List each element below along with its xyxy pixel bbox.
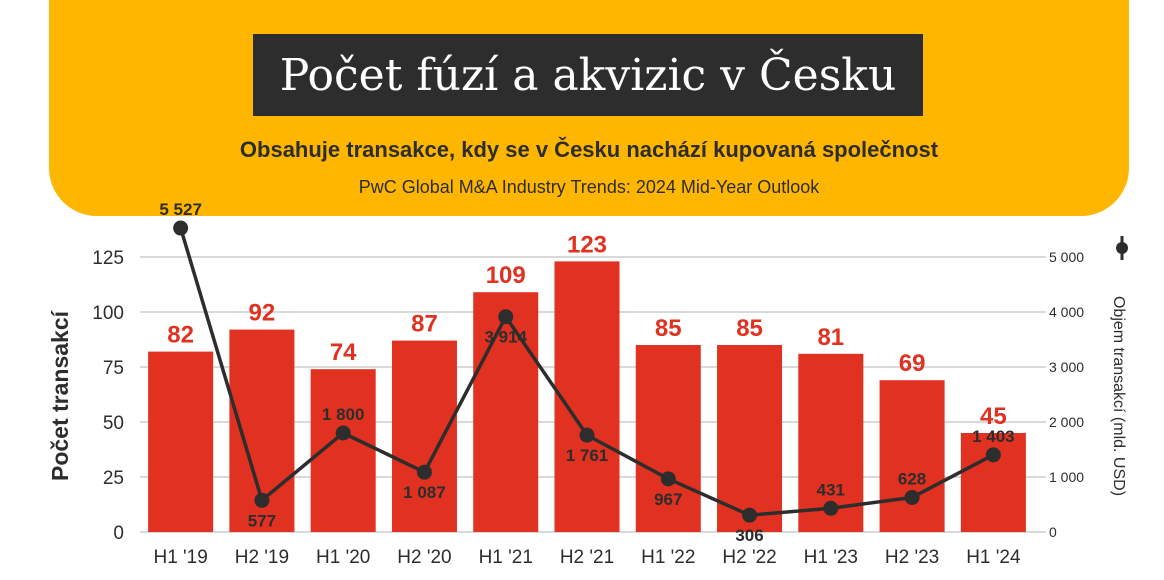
x-tick-label: H2 '20 xyxy=(397,547,451,568)
line-data-label: 1 761 xyxy=(566,446,609,465)
line-data-label: 3 914 xyxy=(484,328,527,347)
y2-axis-title: Objem transakcí (mld. USD) xyxy=(1110,296,1127,496)
line-data-label: 1 800 xyxy=(322,405,365,424)
y2-tick-label: 5 000 xyxy=(1049,249,1084,265)
x-tick-label: H2 '22 xyxy=(722,547,776,568)
line-data-label: 1 087 xyxy=(403,483,446,502)
line-point xyxy=(823,500,839,516)
line-point xyxy=(498,309,514,325)
bar-data-label: 92 xyxy=(249,300,276,327)
bar-data-label: 74 xyxy=(330,339,357,366)
bar xyxy=(148,351,214,532)
x-tick-label: H1 '19 xyxy=(153,547,207,568)
x-tick-label: H2 '21 xyxy=(560,547,614,568)
x-tick-label: H2 '23 xyxy=(885,547,939,568)
bar-data-label: 85 xyxy=(736,315,763,342)
line-data-label: 5 527 xyxy=(159,200,202,219)
line-point xyxy=(660,471,676,487)
x-tick-label: H1 '22 xyxy=(641,547,695,568)
line-point xyxy=(904,489,920,505)
bar-data-label: 85 xyxy=(655,315,682,342)
y-axis-title: Počet transakcí xyxy=(47,309,73,481)
line-point xyxy=(985,447,1001,463)
y-tick-label: 125 xyxy=(92,248,124,269)
y2-tick-label: 0 xyxy=(1049,524,1057,540)
x-tick-label: H1 '21 xyxy=(479,547,533,568)
line-point xyxy=(579,427,595,443)
bar-data-label: 81 xyxy=(817,324,844,351)
bar-data-label: 87 xyxy=(411,311,438,338)
line-point xyxy=(742,507,758,523)
title-box: Počet fúzí a akvizic v Česku xyxy=(253,34,923,116)
y2-tick-label: 2 000 xyxy=(1049,414,1084,430)
y2-tick-label: 4 000 xyxy=(1049,304,1084,320)
y-tick-label: 0 xyxy=(113,523,124,544)
bar-data-label: 82 xyxy=(167,322,194,349)
chart-subtitle: Obsahuje transakce, kdy se v Česku nachá… xyxy=(239,137,939,162)
x-tick-label: H1 '24 xyxy=(966,547,1021,568)
bar-data-label: 123 xyxy=(567,231,607,258)
line-point xyxy=(335,425,351,441)
bar xyxy=(391,340,457,532)
x-tick-label: H1 '20 xyxy=(316,547,370,568)
line-data-label: 628 xyxy=(898,469,926,488)
bar xyxy=(879,380,945,532)
y-tick-label: 75 xyxy=(103,358,124,379)
bar-data-label: 69 xyxy=(899,350,926,377)
bar-data-label: 109 xyxy=(486,262,526,289)
chart-source: PwC Global M&A Industry Trends: 2024 Mid… xyxy=(358,177,820,197)
y2-tick-label: 1 000 xyxy=(1049,469,1084,485)
line-data-label: 967 xyxy=(654,490,682,509)
chart-title: Počet fúzí a akvizic v Česku xyxy=(279,49,897,101)
line-data-label: 1 403 xyxy=(972,427,1015,446)
line-data-label: 577 xyxy=(248,511,276,530)
x-tick-label: H2 '19 xyxy=(235,547,289,568)
y-tick-label: 25 xyxy=(103,468,124,489)
x-tick-label: H1 '23 xyxy=(804,547,858,568)
bar xyxy=(554,261,620,532)
bar-data-label: 45 xyxy=(980,403,1007,430)
line-data-label: 306 xyxy=(735,526,763,545)
y-tick-label: 100 xyxy=(92,303,124,324)
line-data-label: 431 xyxy=(817,480,845,499)
line-point xyxy=(254,492,270,508)
line-point xyxy=(416,464,432,480)
bar xyxy=(473,292,539,532)
bar xyxy=(635,345,701,532)
y-tick-label: 50 xyxy=(103,413,124,434)
bar xyxy=(717,345,783,532)
y2-tick-label: 3 000 xyxy=(1049,359,1084,375)
legend-marker-icon xyxy=(1116,242,1128,254)
line-point xyxy=(173,220,189,236)
